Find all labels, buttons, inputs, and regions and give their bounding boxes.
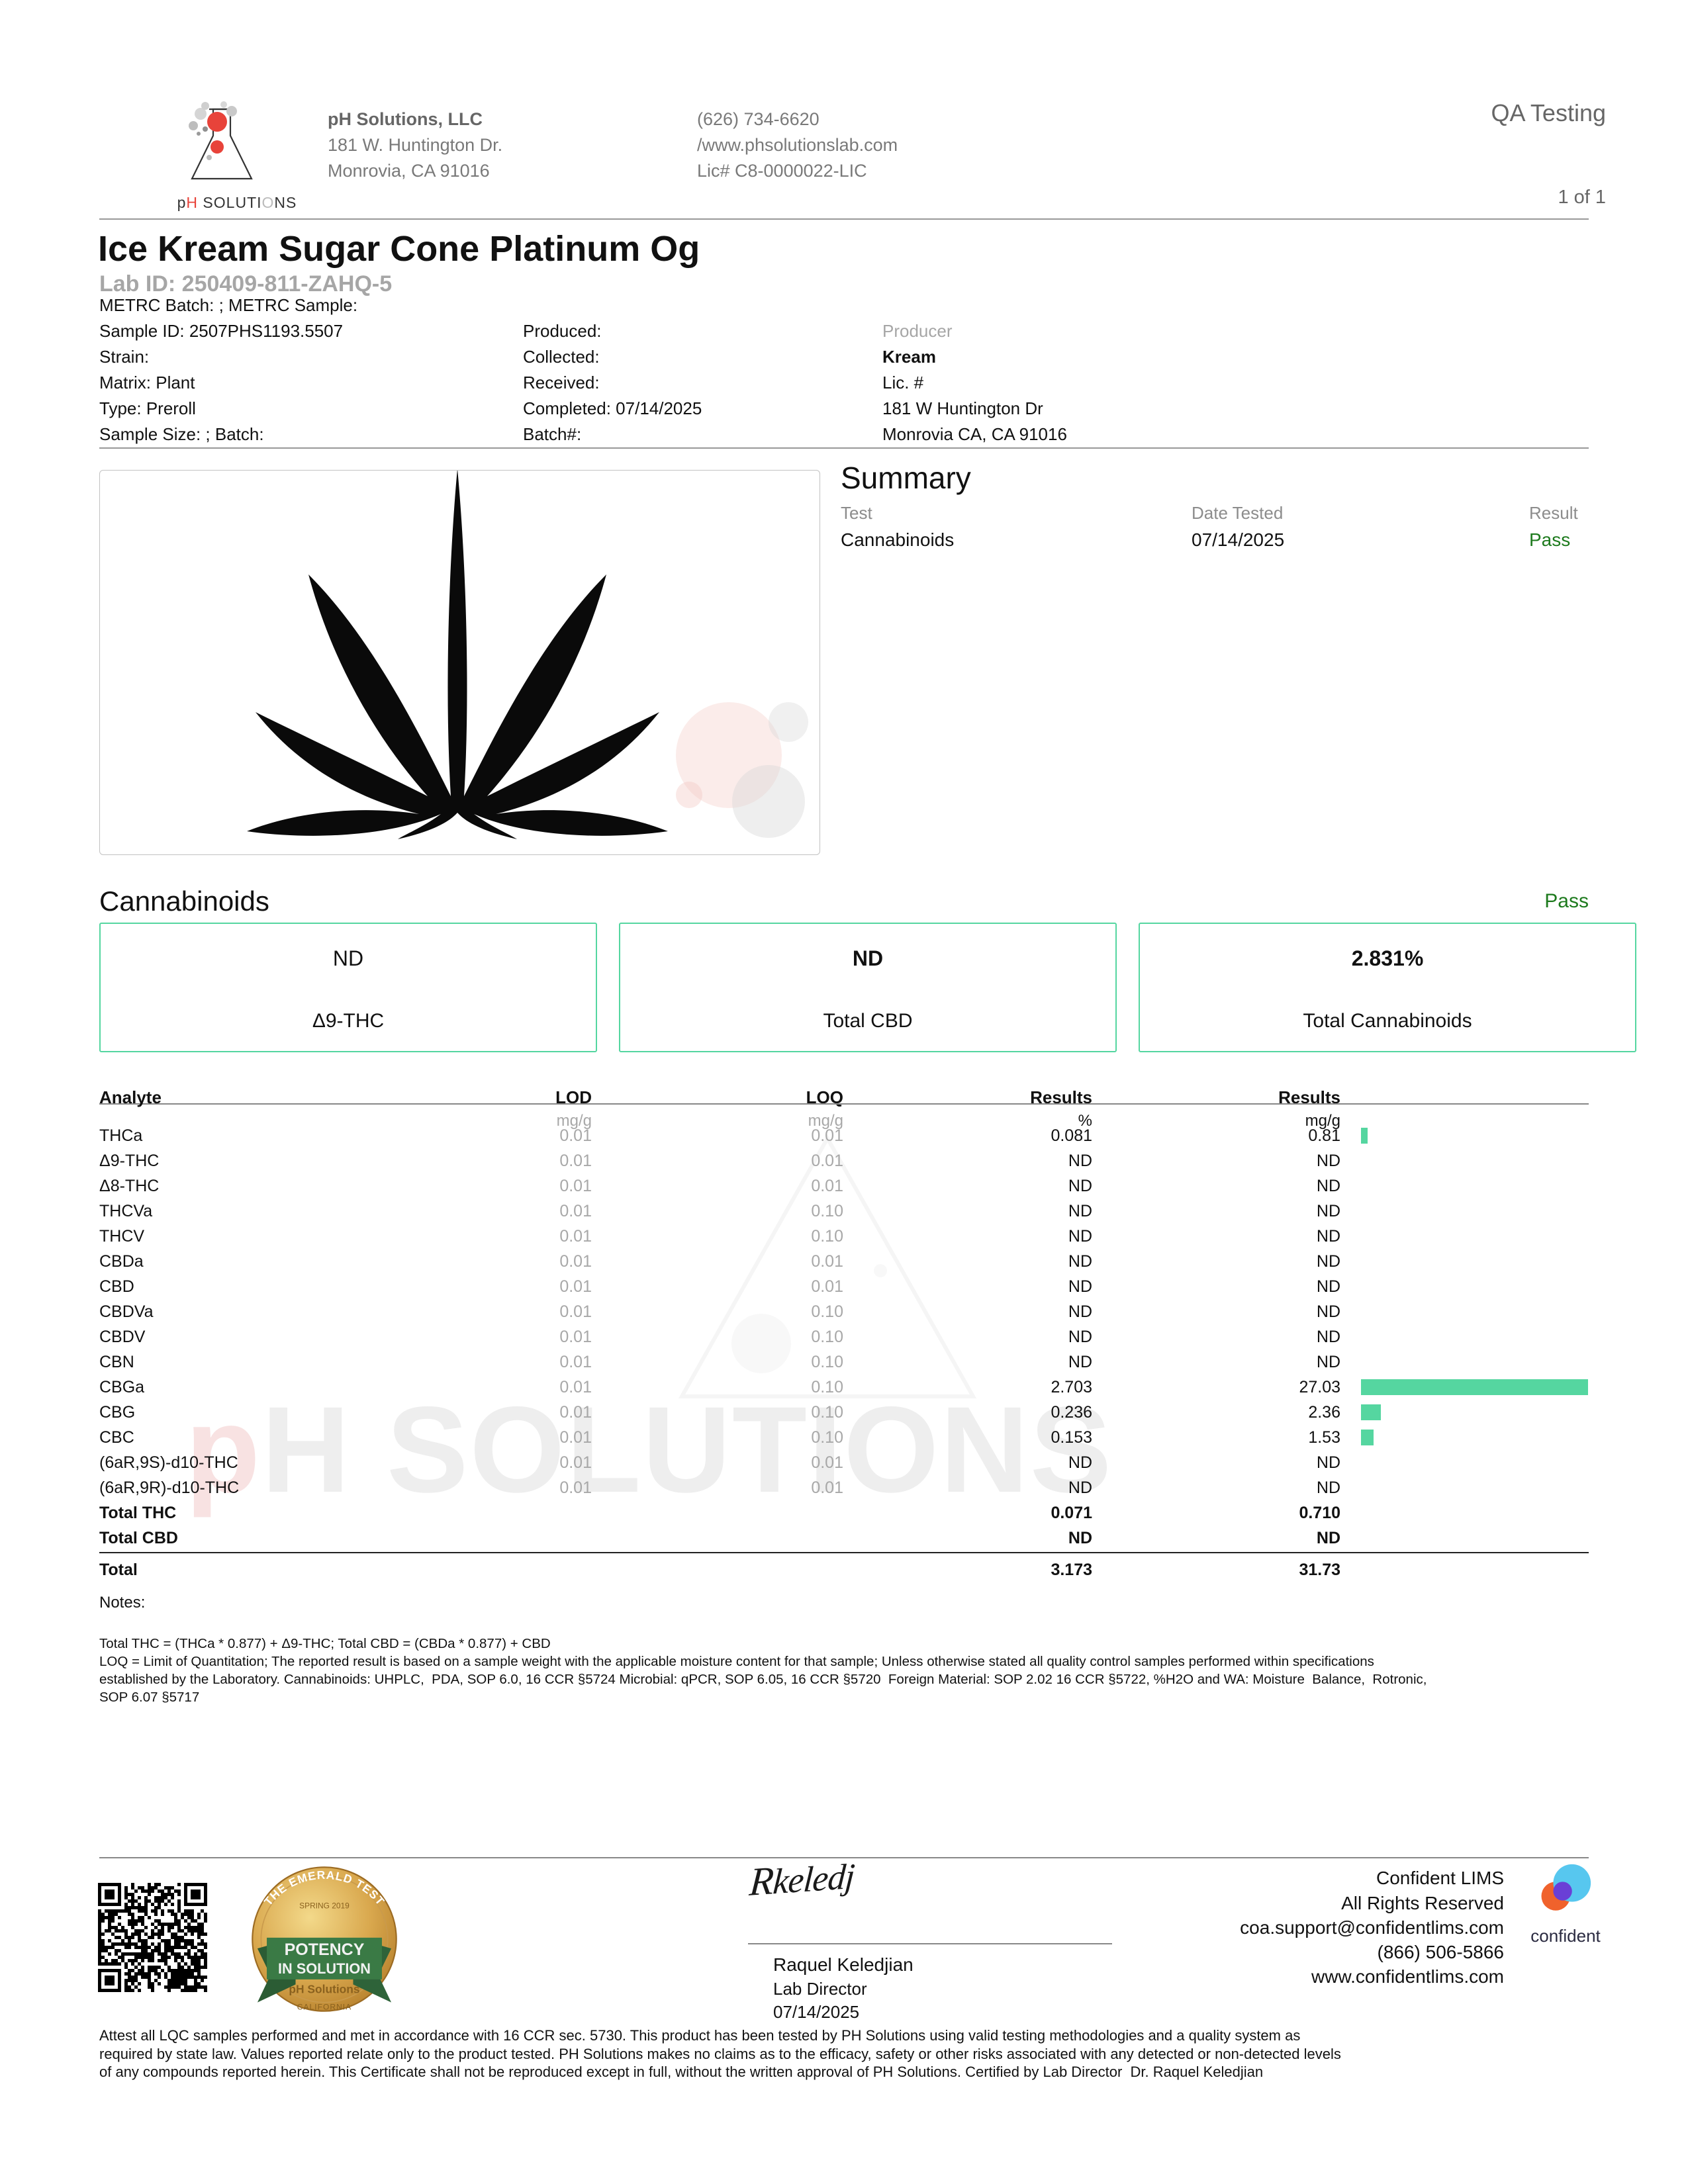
svg-text:IN SOLUTION: IN SOLUTION	[278, 1960, 371, 1977]
svg-text:pH Solutions: pH Solutions	[289, 1983, 359, 1996]
svg-text:SPRING 2019: SPRING 2019	[299, 1901, 350, 1910]
svg-text:CALIFORNIA: CALIFORNIA	[297, 2003, 352, 2012]
svg-text:POTENCY: POTENCY	[285, 1940, 365, 1959]
